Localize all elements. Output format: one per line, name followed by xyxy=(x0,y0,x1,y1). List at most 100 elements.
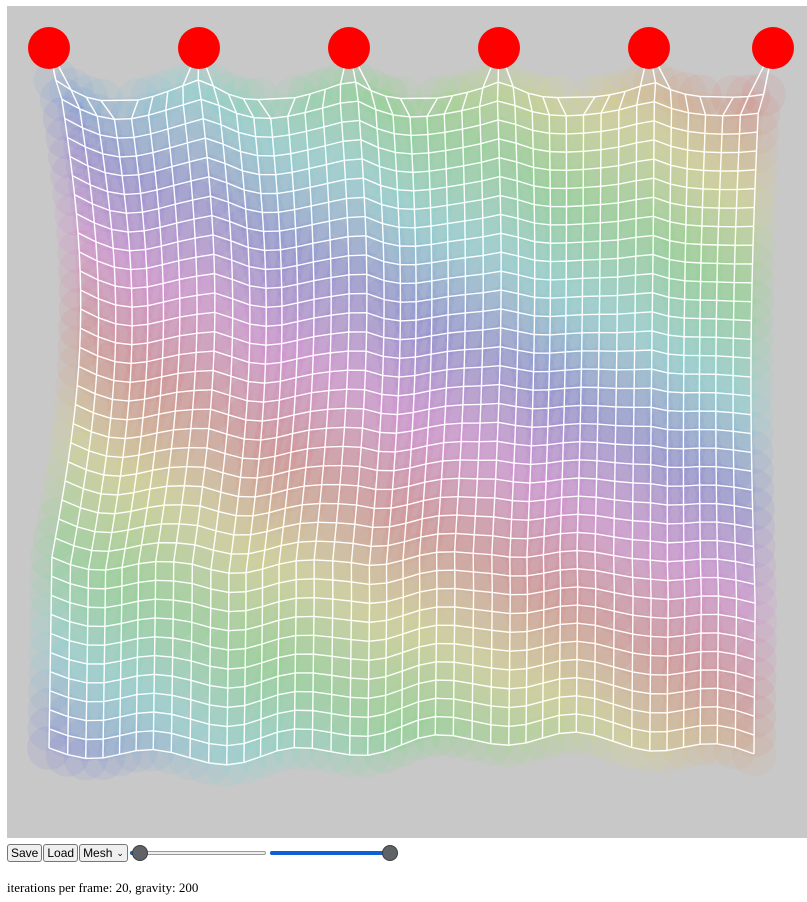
mesh-link xyxy=(295,358,298,378)
mesh-link xyxy=(509,538,512,558)
mesh-link xyxy=(543,518,546,537)
mesh-link xyxy=(461,404,464,424)
mesh-link xyxy=(194,389,213,392)
mesh-link xyxy=(562,442,564,461)
mesh-link xyxy=(701,188,704,208)
mesh-link xyxy=(514,425,517,445)
mesh-link xyxy=(146,343,149,362)
mesh-link xyxy=(542,536,545,555)
mesh-link xyxy=(381,375,384,395)
mesh-link xyxy=(733,319,752,322)
mesh-link xyxy=(459,477,478,480)
mesh-link xyxy=(348,254,367,257)
mesh-link xyxy=(550,278,567,281)
mesh-link xyxy=(264,345,267,365)
mesh-link xyxy=(194,238,197,258)
mesh-link xyxy=(716,299,734,302)
mesh-link xyxy=(514,105,517,125)
mesh-link xyxy=(380,394,383,414)
mesh-link xyxy=(311,355,314,375)
mesh-link xyxy=(113,267,116,287)
mesh-link xyxy=(296,596,315,599)
mesh-link xyxy=(514,124,517,144)
mesh-link xyxy=(96,260,99,280)
mesh-link xyxy=(230,240,233,261)
mesh-link xyxy=(443,113,446,133)
mesh-link xyxy=(634,349,652,352)
mesh-link xyxy=(248,266,251,286)
anchor-point[interactable] xyxy=(478,27,520,69)
mesh-link xyxy=(88,587,106,590)
mesh-link xyxy=(756,113,759,133)
mesh-link xyxy=(515,387,518,407)
mesh-link xyxy=(480,421,499,424)
mesh-link xyxy=(247,362,250,382)
mesh-link xyxy=(298,540,317,543)
mesh-link xyxy=(579,459,597,462)
mesh-link xyxy=(684,280,701,283)
mesh-link xyxy=(363,370,367,390)
mesh-link xyxy=(700,225,703,245)
gravity-slider[interactable] xyxy=(269,843,398,863)
mesh-link xyxy=(247,247,250,267)
mesh-link xyxy=(738,115,742,134)
mesh-link xyxy=(498,365,501,385)
iterations-slider[interactable] xyxy=(129,843,266,863)
mesh-link xyxy=(702,206,720,209)
simulation-canvas[interactable] xyxy=(7,6,807,838)
slider-thumb[interactable] xyxy=(381,845,398,861)
mesh-link xyxy=(616,349,635,352)
mesh-link xyxy=(440,496,459,499)
mesh-link xyxy=(244,438,261,441)
mesh-link xyxy=(409,115,428,118)
mesh-link xyxy=(400,300,417,303)
mode-select[interactable]: Mesh ⌄ xyxy=(79,844,128,862)
mesh-link xyxy=(582,258,600,261)
mesh-link xyxy=(566,205,584,208)
mesh-link xyxy=(362,389,366,409)
mesh-link xyxy=(751,245,754,265)
anchor-point[interactable] xyxy=(178,27,220,69)
anchor-point[interactable] xyxy=(752,27,794,69)
mesh-link xyxy=(528,483,531,502)
mesh-link xyxy=(346,351,349,371)
mesh-link xyxy=(549,132,567,135)
mesh-link xyxy=(559,533,562,552)
mesh-link xyxy=(704,132,723,135)
mesh-link xyxy=(412,190,416,210)
slider-thumb[interactable] xyxy=(132,845,149,861)
mesh-link xyxy=(476,460,480,479)
anchor-point[interactable] xyxy=(28,27,70,69)
mesh-link xyxy=(615,424,634,427)
mesh-link xyxy=(462,147,465,166)
mesh-link xyxy=(529,445,533,465)
anchor-point[interactable] xyxy=(328,27,370,69)
mesh-link xyxy=(169,465,187,469)
mesh-link xyxy=(130,269,133,289)
anchor-point[interactable] xyxy=(628,27,670,69)
mesh-link xyxy=(231,260,234,280)
mesh-link xyxy=(155,598,174,601)
mesh-link xyxy=(578,477,597,480)
mesh-link xyxy=(479,404,482,424)
mesh-link xyxy=(753,565,756,585)
mesh-link xyxy=(294,228,298,247)
mesh-link xyxy=(79,328,82,348)
mesh-link xyxy=(294,377,297,397)
mesh-link xyxy=(544,481,547,500)
mesh-link xyxy=(94,530,112,534)
mesh-link xyxy=(667,391,684,394)
mesh-link xyxy=(463,385,482,388)
mesh-link xyxy=(491,535,494,555)
chevron-down-icon: ⌄ xyxy=(116,847,124,858)
mesh-link xyxy=(716,559,719,578)
mesh-link xyxy=(195,369,214,373)
mesh-link xyxy=(598,386,617,390)
save-button[interactable]: Save xyxy=(7,844,43,862)
load-button[interactable]: Load xyxy=(43,844,79,862)
mesh-link xyxy=(264,249,281,252)
mesh-link xyxy=(549,150,567,153)
mesh-link xyxy=(718,189,721,209)
mesh-link xyxy=(544,499,547,519)
mesh-link xyxy=(511,518,529,521)
